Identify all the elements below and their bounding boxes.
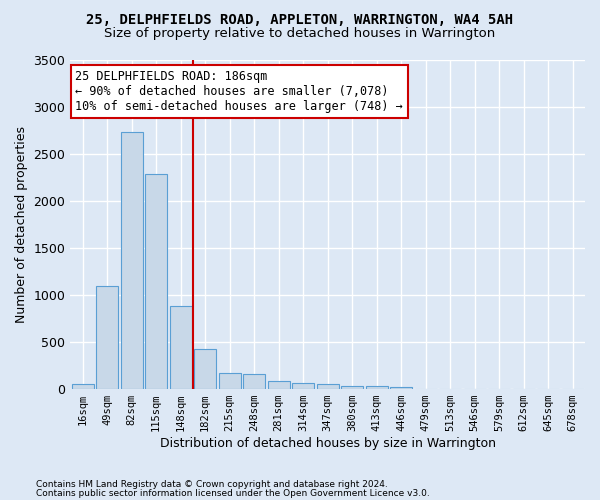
Bar — [292, 383, 314, 389]
Text: Size of property relative to detached houses in Warrington: Size of property relative to detached ho… — [104, 28, 496, 40]
Bar — [71, 384, 94, 389]
Bar — [365, 386, 388, 389]
Y-axis label: Number of detached properties: Number of detached properties — [15, 126, 28, 323]
Text: Contains public sector information licensed under the Open Government Licence v3: Contains public sector information licen… — [36, 488, 430, 498]
Bar — [218, 372, 241, 389]
Text: 25 DELPHFIELDS ROAD: 186sqm
← 90% of detached houses are smaller (7,078)
10% of : 25 DELPHFIELDS ROAD: 186sqm ← 90% of det… — [76, 70, 403, 113]
X-axis label: Distribution of detached houses by size in Warrington: Distribution of detached houses by size … — [160, 437, 496, 450]
Bar — [170, 306, 191, 389]
Text: 25, DELPHFIELDS ROAD, APPLETON, WARRINGTON, WA4 5AH: 25, DELPHFIELDS ROAD, APPLETON, WARRINGT… — [86, 12, 514, 26]
Bar — [317, 384, 338, 389]
Bar — [268, 380, 290, 389]
Bar — [243, 374, 265, 389]
Bar — [194, 348, 216, 389]
Bar — [96, 286, 118, 389]
Bar — [145, 174, 167, 389]
Bar — [390, 386, 412, 389]
Text: Contains HM Land Registry data © Crown copyright and database right 2024.: Contains HM Land Registry data © Crown c… — [36, 480, 388, 489]
Bar — [121, 132, 143, 389]
Bar — [341, 386, 363, 389]
